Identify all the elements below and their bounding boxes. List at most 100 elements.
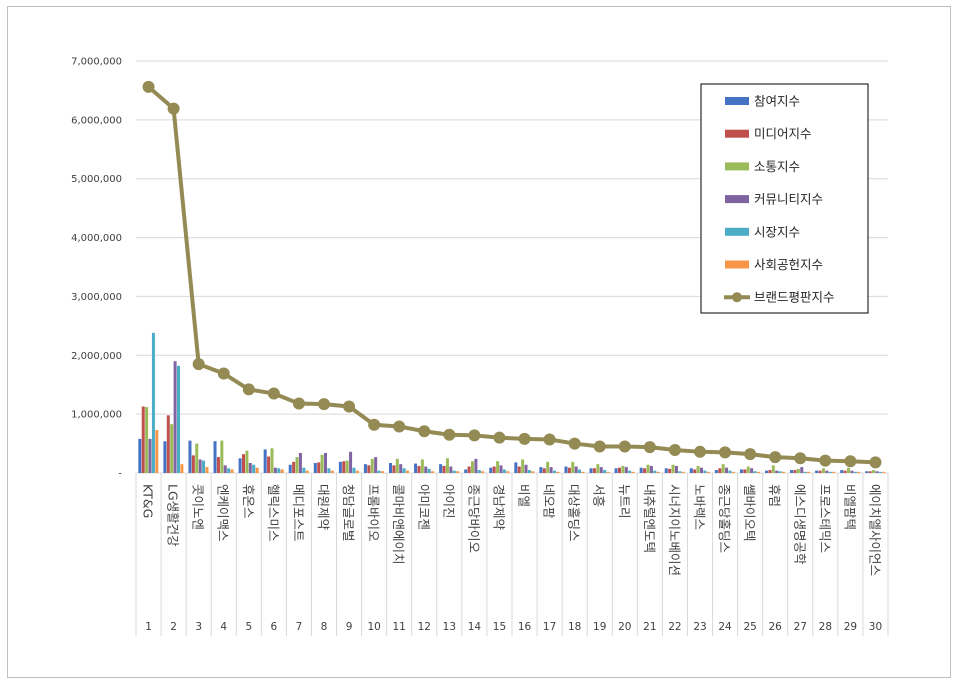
bar-사회공헌지수: [456, 471, 460, 473]
bar-소통지수: [195, 443, 199, 473]
line-marker: [217, 367, 230, 380]
bar-시장지수: [828, 471, 832, 473]
bar-소통지수: [496, 461, 500, 473]
bar-시장지수: [678, 471, 682, 473]
bar-미디어지수: [718, 468, 722, 473]
rank-label: 7: [296, 621, 303, 633]
rank-label: 18: [568, 621, 581, 633]
category-label: 종근당홀딩스: [717, 484, 732, 553]
legend-label: 시장지수: [754, 224, 800, 239]
bar-참여지수: [338, 461, 342, 473]
bar-소통지수: [546, 461, 550, 473]
category-label-group: 비엘: [517, 484, 532, 507]
rank-label: 5: [245, 621, 252, 633]
bar-소통지수: [872, 470, 876, 473]
bar-참여지수: [238, 458, 242, 473]
bar-사회공헌지수: [230, 469, 234, 473]
category-label: 경남제약: [491, 484, 506, 531]
line-series: [142, 80, 882, 469]
category-label: 프로스테믹스: [817, 484, 832, 553]
category-label-group: 콜마비앤에이치: [391, 484, 406, 565]
bar-사회공헌지수: [857, 471, 861, 473]
bar-미디어지수: [492, 466, 496, 473]
bar-소통지수: [596, 464, 600, 473]
rank-label: 19: [593, 621, 606, 633]
category-label: 아이진: [441, 484, 456, 519]
rank-label: 22: [668, 621, 681, 633]
category-label: 쎌바이오텍: [742, 484, 757, 542]
bar-커뮤니티지수: [574, 466, 578, 473]
line-marker: [794, 452, 807, 465]
bar-참여지수: [614, 468, 618, 473]
bar-커뮤니티지수: [223, 465, 227, 473]
bar-커뮤니티지수: [674, 465, 678, 473]
bar-참여지수: [464, 469, 468, 473]
category-label-group: KT&G: [141, 484, 156, 518]
rank-label: 4: [220, 621, 227, 633]
bar-시장지수: [352, 467, 356, 473]
bar-미디어지수: [868, 471, 872, 473]
line-marker: [518, 432, 531, 445]
line-marker: [543, 433, 556, 446]
line-marker: [819, 454, 832, 467]
legend-swatch: [725, 97, 749, 105]
line-marker: [493, 431, 506, 444]
category-label: 대상홀딩스: [567, 484, 582, 542]
bar-커뮤니티지수: [298, 452, 302, 473]
bar-시장지수: [803, 471, 807, 473]
bar-참여지수: [664, 468, 668, 473]
bar-미디어지수: [141, 406, 145, 473]
bar-소통지수: [345, 460, 349, 473]
bar-시장지수: [703, 470, 707, 473]
line-marker: [192, 358, 205, 371]
bar-사회공헌지수: [330, 470, 334, 473]
bar-커뮤니티지수: [750, 468, 754, 473]
legend-label: 사회공헌지수: [754, 257, 823, 272]
category-label: 헬릭스미스: [266, 484, 281, 542]
category-label: 뉴트리: [617, 484, 632, 519]
bar-시장지수: [327, 468, 331, 473]
rank-label: 26: [769, 621, 783, 633]
bar-시장지수: [578, 469, 582, 473]
bar-시장지수: [227, 468, 231, 473]
bar-커뮤니티지수: [449, 466, 453, 473]
bar-미디어지수: [166, 415, 170, 473]
bar-참여지수: [714, 470, 718, 473]
bar-참여지수: [288, 464, 292, 473]
bar-커뮤니티지수: [399, 464, 403, 473]
rank-label: 25: [743, 621, 756, 633]
bar-커뮤니티지수: [248, 462, 252, 473]
rank-label: 15: [493, 621, 506, 633]
bar-참여지수: [815, 470, 819, 473]
bar-커뮤니티지수: [173, 361, 177, 473]
rank-label: 8: [321, 621, 328, 633]
category-label-group: 종근당홀딩스: [717, 484, 732, 553]
bar-사회공헌지수: [155, 430, 159, 473]
bar-참여지수: [790, 470, 794, 473]
bar-참여지수: [389, 462, 392, 473]
category-label: 노바렉스: [692, 484, 707, 530]
bar-참여지수: [263, 449, 267, 473]
bar-사회공헌지수: [531, 471, 535, 473]
bar-시장지수: [502, 469, 506, 473]
category-label: 내츄럴엔도텍: [642, 484, 657, 553]
category-label-group: 내츄럴엔도텍: [642, 484, 657, 553]
category-label: 비엘: [517, 484, 532, 507]
line-marker: [242, 383, 255, 396]
line-marker: [468, 429, 481, 442]
bar-커뮤니티지수: [499, 465, 503, 473]
bar-시장지수: [753, 471, 757, 473]
bar-참여지수: [313, 462, 317, 473]
bar-미디어지수: [793, 470, 797, 473]
bar-참여지수: [865, 471, 869, 473]
line-marker: [443, 428, 456, 441]
line-marker: [618, 440, 631, 453]
category-label: 아미코젠: [416, 484, 431, 530]
bar-사회공헌지수: [731, 471, 735, 473]
rank-label: 16: [518, 621, 532, 633]
bar-소통지수: [295, 457, 299, 473]
bar-소통지수: [621, 465, 625, 473]
category-label-group: 콧이노엔: [191, 484, 206, 530]
bar-사회공헌지수: [631, 471, 635, 473]
rank-label: 21: [643, 621, 656, 633]
